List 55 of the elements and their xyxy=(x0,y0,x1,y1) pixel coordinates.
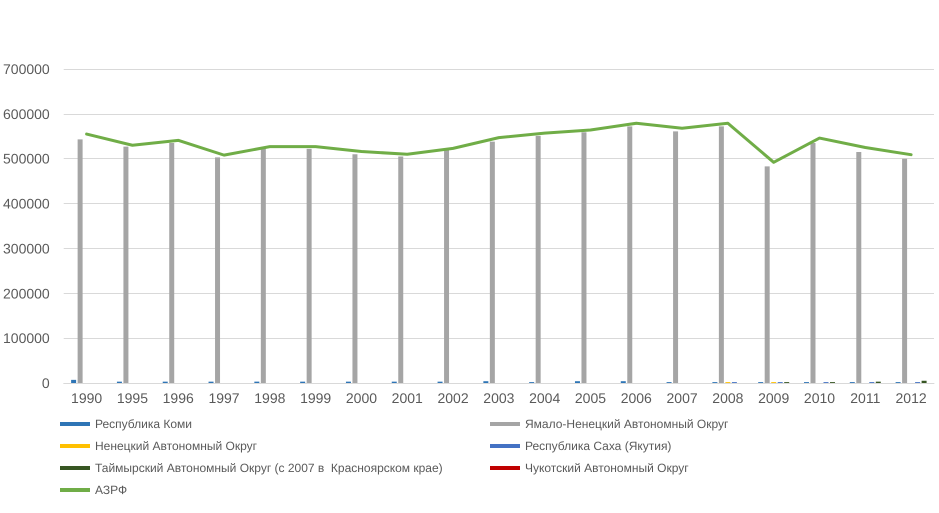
x-tick-label: 1997 xyxy=(208,390,240,406)
bar xyxy=(718,126,724,383)
bar xyxy=(444,150,450,383)
x-tick-label: 2000 xyxy=(346,390,378,406)
bar xyxy=(902,158,908,383)
bar xyxy=(673,131,678,383)
bar xyxy=(764,166,770,383)
bar xyxy=(78,139,83,383)
legend-label: АЗРФ xyxy=(95,483,128,497)
x-tick-label: 2003 xyxy=(483,390,515,406)
bar xyxy=(627,126,632,383)
x-tick-label: 2008 xyxy=(712,390,744,406)
y-tick-label: 500000 xyxy=(3,150,50,167)
bar xyxy=(352,154,358,383)
legend-label: Ненецкий Автономный Округ xyxy=(95,439,258,453)
x-tick-label: 2005 xyxy=(574,390,606,406)
y-tick-label: 700000 xyxy=(3,61,50,77)
y-tick-label: 600000 xyxy=(3,106,50,122)
x-tick-label: 2006 xyxy=(620,390,652,406)
x-tick-label: 2004 xyxy=(529,390,560,406)
y-tick-label: 400000 xyxy=(3,196,50,212)
x-tick-label: 2010 xyxy=(804,390,836,406)
bar xyxy=(810,143,816,383)
bar xyxy=(856,152,862,383)
x-tick-label: 1990 xyxy=(71,390,102,406)
y-tick-label: 300000 xyxy=(3,240,50,256)
x-tick-label: 1999 xyxy=(300,390,332,406)
y-tick-label: 0 xyxy=(42,375,50,391)
bar xyxy=(306,148,312,383)
legend-label: Ямало-Ненецкий Автономный Округ xyxy=(525,417,730,431)
x-tick-label: 2011 xyxy=(850,390,881,406)
legend-label: Чукотский Автономный Округ xyxy=(525,461,690,475)
bar xyxy=(398,156,404,383)
x-tick-label: 1995 xyxy=(116,390,148,406)
line-series xyxy=(85,122,913,164)
bar xyxy=(536,136,541,383)
x-tick-label: 1998 xyxy=(254,390,286,406)
bar xyxy=(71,380,76,383)
legend-label: Республика Коми xyxy=(95,417,192,431)
bar xyxy=(490,142,495,383)
x-tick-label: 2009 xyxy=(758,390,790,406)
bar xyxy=(260,148,266,383)
x-tick-label: 2012 xyxy=(896,390,927,406)
bar xyxy=(123,146,128,383)
legend-label: Таймырский Автономный Округ (с 2007 в Красноярском крае) xyxy=(95,461,443,475)
x-tick-label: 2002 xyxy=(437,390,469,406)
legend-label: Республика Саха (Якутия) xyxy=(525,439,672,453)
y-tick-label: 100000 xyxy=(3,330,50,346)
bar xyxy=(215,157,220,383)
y-tick-label: 200000 xyxy=(3,285,50,302)
x-tick-label: 2007 xyxy=(666,390,698,406)
bar xyxy=(581,132,586,383)
bar xyxy=(169,143,174,383)
x-tick-label: 2001 xyxy=(392,390,424,406)
x-tick-label: 1996 xyxy=(162,390,194,406)
